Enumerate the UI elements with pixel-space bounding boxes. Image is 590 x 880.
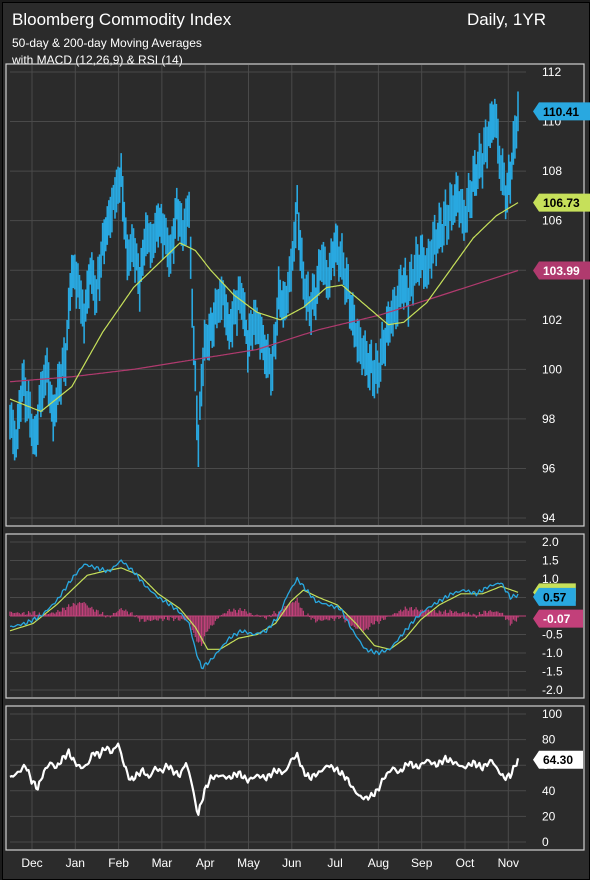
tag-macd-bg <box>533 587 576 606</box>
chart-subtitle-ma: 50-day & 200-day Moving Averages <box>12 36 202 50</box>
y-tick-macd: -0.5 <box>542 628 563 642</box>
x-tick-label: Sep <box>411 856 433 870</box>
y-tick-price: 100 <box>542 362 562 376</box>
y-tick-macd: -1.5 <box>542 665 563 679</box>
x-tick-label: Jul <box>327 856 342 870</box>
x-tick-label: Mar <box>152 856 173 870</box>
y-tick-macd: 1.5 <box>542 554 559 568</box>
rsi-line <box>9 742 520 816</box>
tag-macd-label: 0.57 <box>543 590 567 604</box>
x-tick-label: Aug <box>368 856 389 870</box>
y-tick-price: 108 <box>542 164 562 178</box>
y-tick-macd: 2.0 <box>542 535 559 549</box>
tag-hist: -0.07 <box>533 609 583 628</box>
y-tick-price: 112 <box>542 65 561 79</box>
tag-ma50-label: 106.73 <box>543 196 580 210</box>
tag-rsi-label: 64.30 <box>543 753 573 767</box>
x-tick-label: Jun <box>282 856 301 870</box>
y-tick-price: 98 <box>542 412 556 426</box>
tag-ma200-label: 103.99 <box>543 264 580 278</box>
chart-period: Daily, 1YR <box>466 10 546 29</box>
x-tick-label: Dec <box>21 856 42 870</box>
y-tick-rsi: 100 <box>542 707 562 721</box>
y-tick-macd: 1.0 <box>542 572 559 586</box>
y-tick-rsi: 0 <box>542 835 549 849</box>
y-tick-rsi: 40 <box>542 784 556 798</box>
tag-ma50-bg <box>533 193 590 212</box>
ma200-line <box>9 269 519 383</box>
ma50-line <box>9 202 519 413</box>
macd-line <box>9 559 519 670</box>
tag-price: 110.41 <box>533 102 590 121</box>
y-tick-price: 102 <box>542 313 562 327</box>
tag-rsi-bg <box>533 750 583 769</box>
tag-ma200: 103.99 <box>533 261 590 280</box>
tag-rsi: 64.30 <box>533 750 583 769</box>
tag-price-label: 110.41 <box>543 105 579 119</box>
tag-ma50: 106.73 <box>533 193 590 212</box>
tag-ma200-bg <box>533 261 590 280</box>
tag-price-bg <box>533 102 590 121</box>
y-tick-price: 94 <box>542 511 556 525</box>
panel-border-price <box>5 63 585 527</box>
x-tick-label: Feb <box>108 856 129 870</box>
y-tick-rsi: 20 <box>542 809 556 823</box>
y-tick-price: 106 <box>542 214 562 228</box>
panel-border-rsi <box>5 705 585 851</box>
x-tick-label: Apr <box>196 856 215 870</box>
y-tick-macd: -2.0 <box>542 683 563 697</box>
panel-border-macd <box>5 533 585 699</box>
x-tick-label: Jan <box>66 856 85 870</box>
y-tick-rsi: 80 <box>542 733 556 747</box>
x-tick-label: Oct <box>456 856 475 870</box>
tag-macd: 0.57 <box>533 587 576 606</box>
x-tick-label: May <box>237 856 260 870</box>
x-tick-label: Nov <box>498 856 519 870</box>
y-tick-macd: -1.0 <box>542 646 563 660</box>
y-tick-price: 96 <box>542 461 556 475</box>
chart-title: Bloomberg Commodity Index <box>12 10 232 29</box>
tag-hist-bg <box>533 609 583 628</box>
tag-hist-label: -0.07 <box>543 612 571 626</box>
